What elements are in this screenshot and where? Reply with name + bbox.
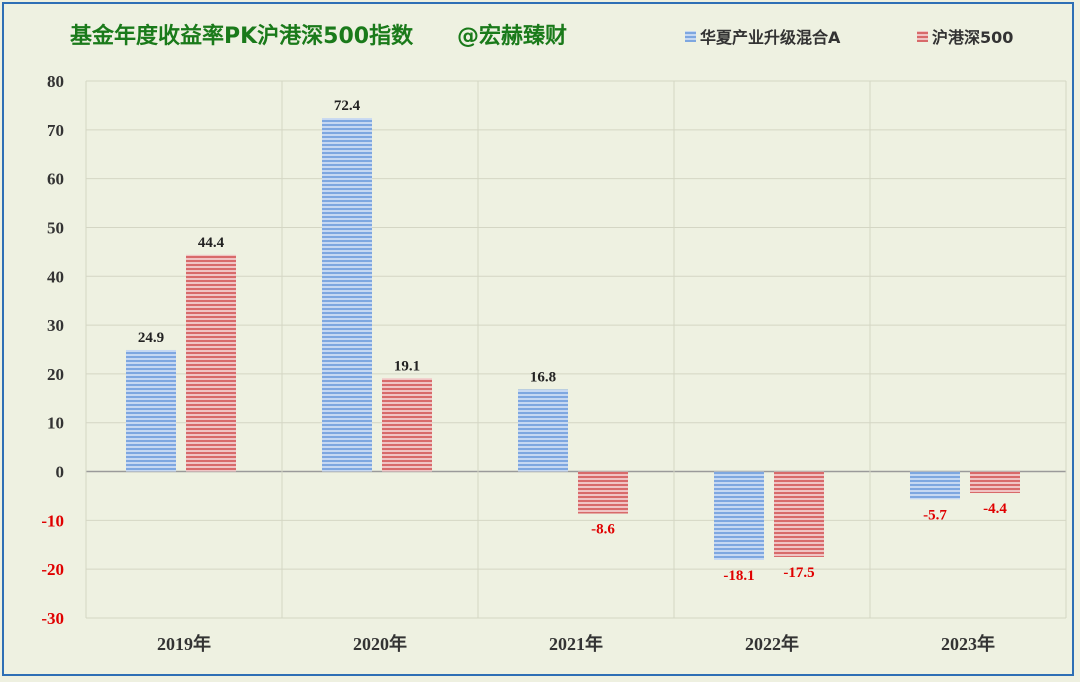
y-tick-label: 60: [47, 170, 64, 189]
data-label: 44.4: [198, 235, 225, 251]
bars: [126, 118, 1020, 560]
bar-series-2: [578, 471, 628, 514]
y-tick-label: 70: [47, 121, 64, 140]
y-tick-label: 30: [47, 316, 64, 335]
data-label: -5.7: [923, 507, 947, 523]
data-label: -17.5: [783, 565, 814, 581]
legend-swatch-series-1: [685, 31, 696, 42]
legend: 华夏产业升级混合A 沪港深500: [685, 28, 1013, 47]
chart-title: 基金年度收益率PK沪港深500指数: [70, 23, 414, 49]
bar-series-2: [970, 471, 1020, 494]
data-label: -4.4: [983, 501, 1007, 517]
bar-series-2: [774, 471, 824, 557]
y-tick-label: 80: [47, 72, 64, 91]
bar-series-1: [910, 471, 960, 500]
y-tick-label: 50: [47, 218, 64, 237]
bar-series-1: [126, 349, 176, 472]
x-tick-label: 2022年: [745, 633, 799, 654]
grid-lines: [85, 80, 1067, 619]
x-tick-label: 2021年: [549, 633, 603, 654]
legend-swatch-series-2: [917, 31, 928, 42]
y-tick-label: -20: [41, 560, 64, 579]
x-tick-label: 2020年: [353, 633, 407, 654]
data-label: 16.8: [530, 370, 556, 386]
bar-series-1: [714, 471, 764, 560]
chart-watermark: @宏赫臻财: [457, 23, 567, 49]
y-tick-label: 20: [47, 365, 64, 384]
y-axis: 80 70 60 50 40 30 20 10 0 -10 -20 -30: [41, 72, 64, 628]
data-label: -18.1: [723, 568, 754, 584]
legend-label-series-1: 华夏产业升级混合A: [700, 28, 841, 47]
data-label: -8.6: [591, 522, 615, 538]
y-tick-label: -30: [41, 609, 64, 628]
x-tick-label: 2023年: [941, 633, 995, 654]
legend-label-series-2: 沪港深500: [932, 28, 1013, 47]
y-tick-label: 0: [56, 463, 65, 482]
y-tick-label: 40: [47, 267, 64, 286]
bar-series-1: [518, 389, 568, 472]
bar-series-2: [382, 378, 432, 472]
data-labels: 24.9 44.4 72.4 19.1 16.8 -8.6 -18.1 -17.5 -5.7 -4…: [138, 98, 1007, 584]
data-label: 24.9: [138, 330, 164, 346]
data-label: 19.1: [394, 358, 420, 374]
x-tick-label: 2019年: [157, 633, 211, 654]
y-tick-label: -10: [41, 511, 64, 530]
bar-series-1: [322, 118, 372, 472]
data-label: 72.4: [334, 98, 361, 114]
x-axis: 2019年 2020年 2021年 2022年 2023年: [157, 633, 995, 654]
bar-series-2: [186, 254, 236, 472]
y-tick-label: 10: [47, 414, 64, 433]
